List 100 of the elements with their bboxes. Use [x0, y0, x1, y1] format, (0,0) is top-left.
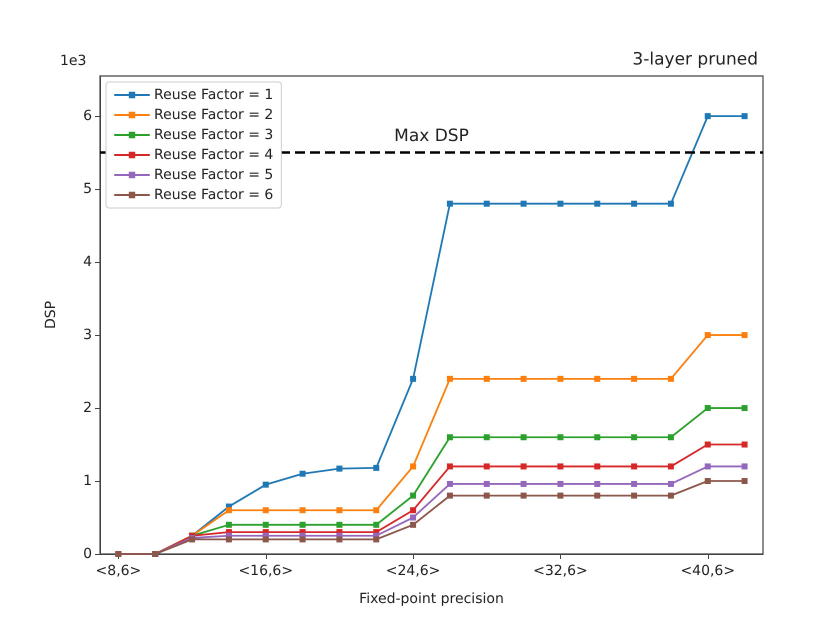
point: [704, 442, 711, 448]
y-axis-title: DSP: [43, 300, 59, 330]
point: [410, 522, 416, 528]
point: [668, 480, 674, 487]
point: [594, 492, 600, 499]
point: [446, 480, 453, 487]
point: [631, 434, 638, 440]
point: [631, 492, 638, 499]
point: [742, 478, 748, 484]
point: [373, 507, 380, 514]
point: [742, 332, 748, 338]
point: [557, 463, 564, 470]
point: [262, 536, 269, 542]
point: [446, 463, 453, 470]
y-tick-label: 0: [83, 546, 92, 562]
point: [262, 507, 269, 514]
point: [557, 200, 564, 207]
point: [520, 480, 527, 487]
legend-label: Reuse Factor = 4: [154, 147, 274, 163]
x-tick-label: <24,6>: [386, 563, 440, 579]
point: [594, 200, 600, 207]
point: [631, 463, 638, 470]
ref-line-label: Max DSP: [394, 126, 469, 146]
point: [262, 522, 269, 528]
point: [226, 507, 232, 514]
point: [262, 482, 269, 488]
point: [631, 480, 638, 487]
point: [742, 405, 748, 412]
point: [520, 434, 527, 440]
point: [410, 507, 416, 514]
y-tick-label: 1: [83, 473, 92, 490]
legend-label: Reuse Factor = 5: [154, 167, 274, 183]
point: [300, 522, 306, 528]
point: [742, 113, 748, 120]
legend-label: Reuse Factor = 1: [154, 87, 274, 103]
y-tick-label: 2: [83, 400, 92, 416]
point: [704, 332, 711, 338]
point: [557, 376, 564, 382]
y-tick-label: 6: [83, 108, 92, 124]
legend-label: Reuse Factor = 2: [154, 107, 274, 123]
point: [373, 536, 380, 542]
point: [300, 507, 306, 514]
text: 1e3: [60, 53, 86, 69]
point: [446, 376, 453, 382]
point: [742, 463, 748, 470]
point: [520, 492, 527, 499]
point: [594, 376, 600, 382]
point: [446, 434, 453, 440]
point: [300, 470, 306, 477]
y-tick-label: 3: [83, 327, 92, 344]
x-tick-label: <16,6>: [238, 563, 294, 579]
point: [594, 480, 600, 487]
point: [594, 434, 600, 440]
point: [668, 434, 674, 440]
point: [704, 405, 711, 412]
point: [704, 113, 711, 120]
point: [484, 200, 490, 207]
point: [520, 463, 527, 470]
legend-label: Reuse Factor = 3: [154, 127, 274, 143]
point: [557, 492, 564, 499]
legend-label: Reuse Factor = 6: [154, 187, 274, 203]
point: [704, 463, 711, 470]
point: [594, 463, 600, 470]
point: [336, 536, 342, 542]
point: [226, 536, 232, 542]
point: [336, 466, 342, 472]
point: [373, 522, 380, 528]
x-axis-title: Fixed-point precision: [359, 591, 504, 607]
point: [520, 200, 527, 207]
point: [484, 492, 490, 499]
point: [484, 376, 490, 382]
point: [410, 463, 416, 470]
point: [668, 463, 674, 470]
point: [300, 536, 306, 542]
point: [631, 200, 638, 207]
point: [631, 376, 638, 382]
point: [484, 434, 490, 440]
point: [557, 434, 564, 440]
point: [520, 376, 527, 382]
point: [668, 200, 674, 207]
x-tick-label: <8,6>: [96, 563, 142, 579]
point: [336, 522, 342, 528]
point: [668, 492, 674, 499]
point: [410, 514, 416, 521]
x-tick-label: <40,6>: [680, 563, 736, 579]
point: [373, 464, 380, 471]
point: [484, 480, 490, 487]
point: [557, 480, 564, 487]
point: [226, 522, 232, 528]
point: [704, 478, 711, 484]
point: [742, 442, 748, 448]
point: [668, 376, 674, 382]
point: [410, 376, 416, 382]
chart-title: 3-layer pruned: [632, 50, 758, 70]
point: [446, 200, 453, 207]
point: [336, 507, 342, 514]
point: [410, 492, 416, 499]
y-tick-label: 5: [83, 181, 92, 198]
point: [484, 463, 490, 470]
point: [446, 492, 453, 499]
